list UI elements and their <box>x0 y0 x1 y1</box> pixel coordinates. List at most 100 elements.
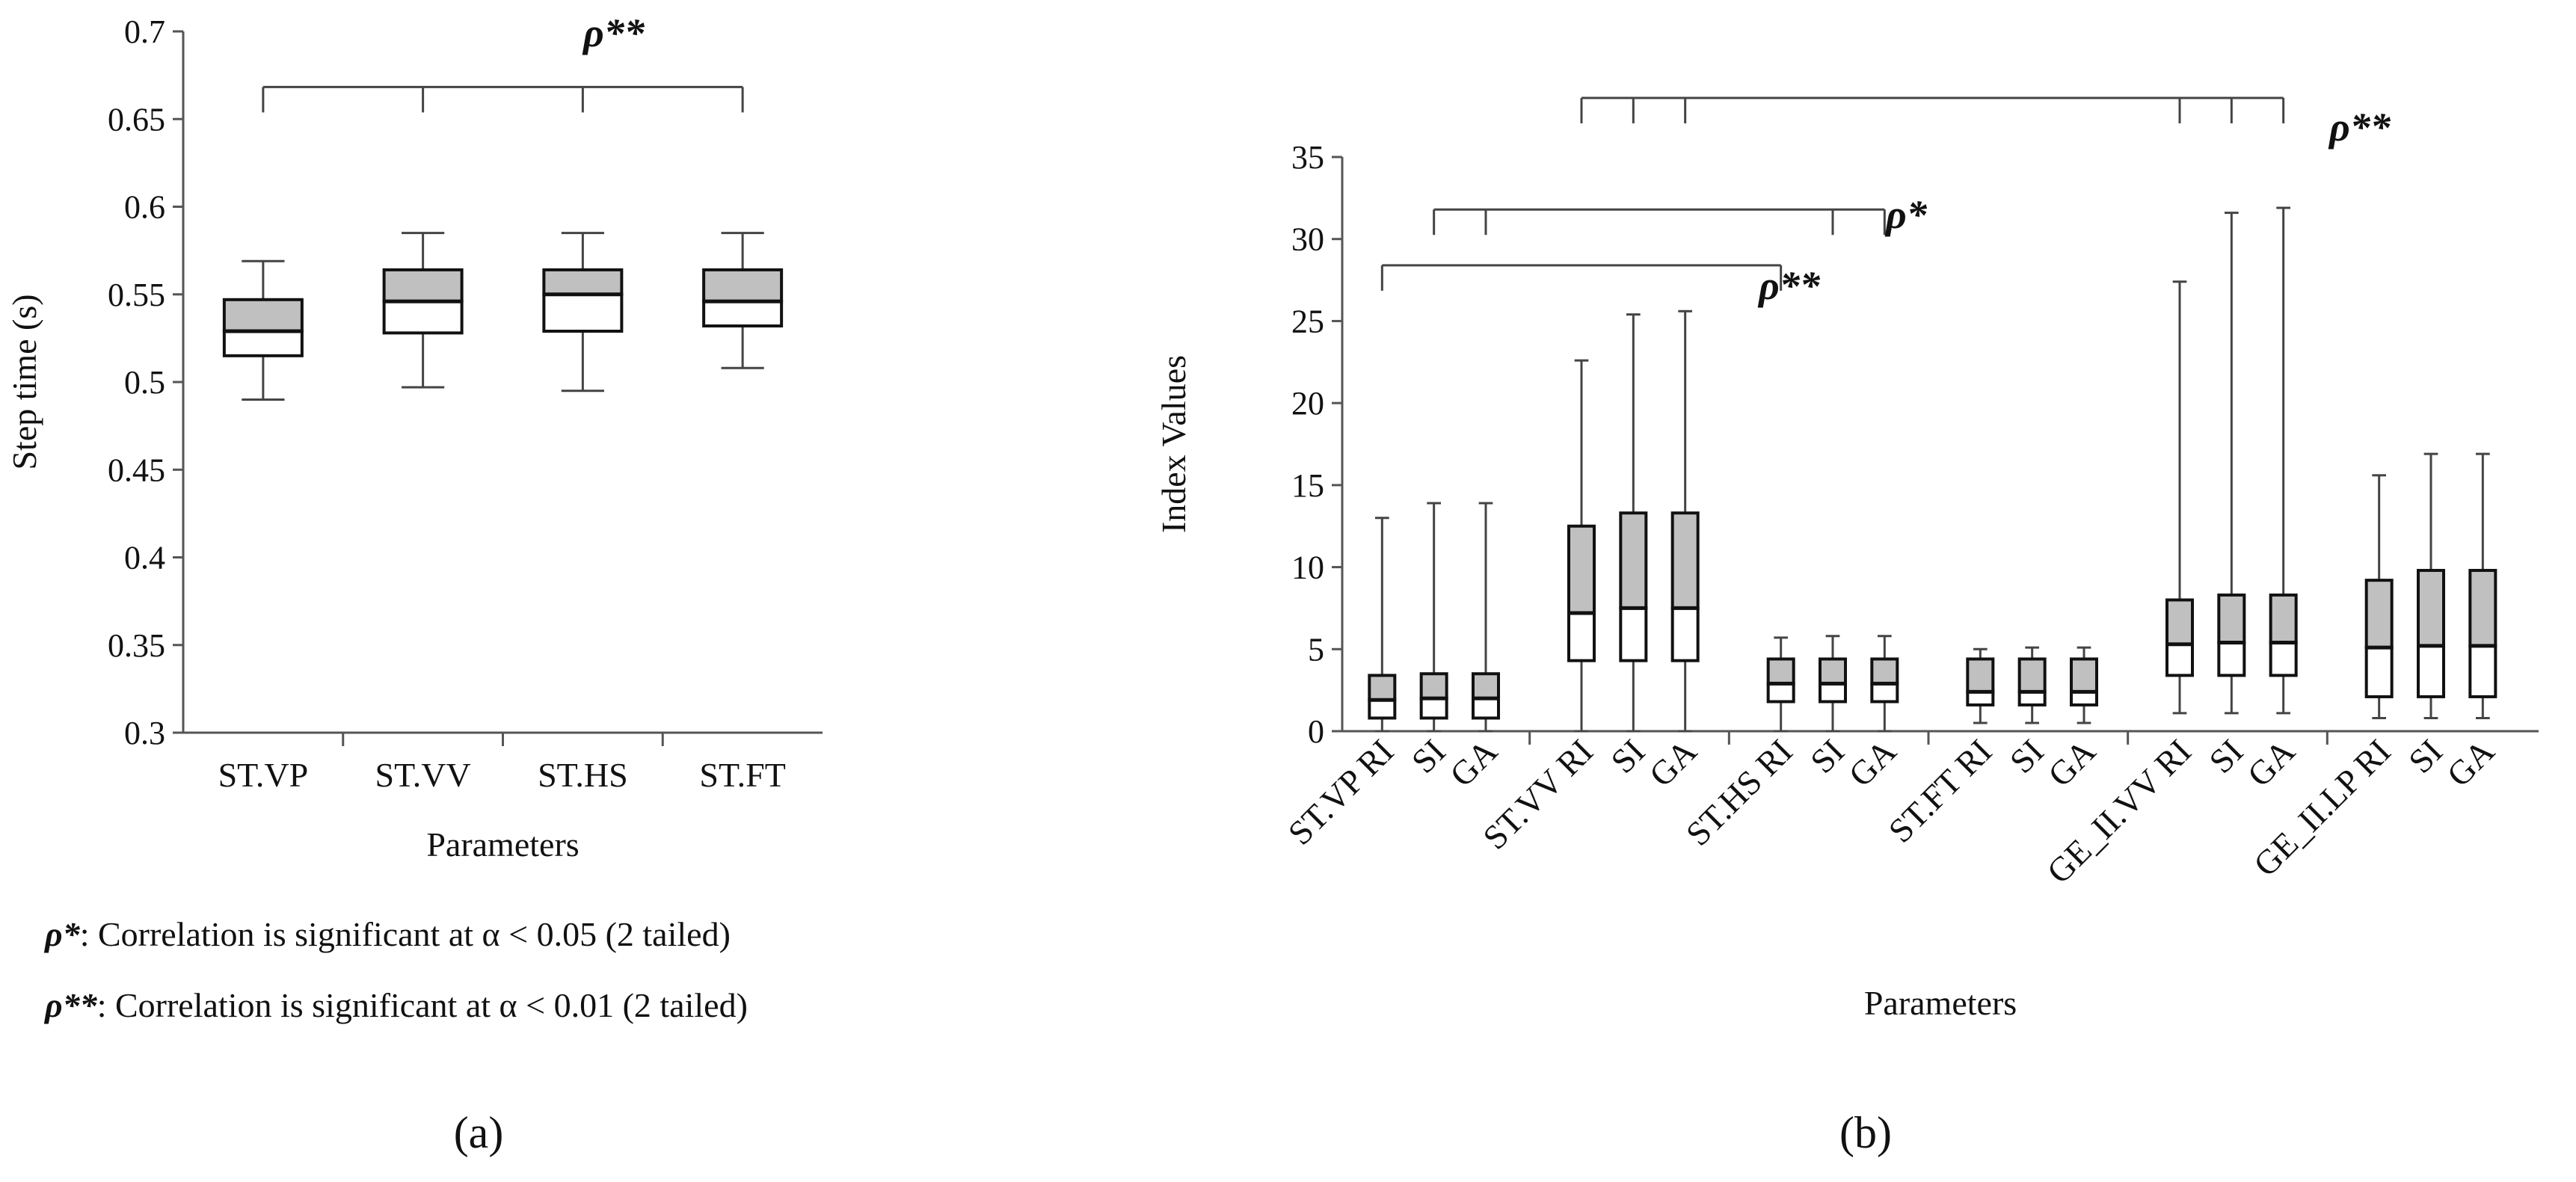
box-st-vp-ri-upper-box <box>1368 674 1397 702</box>
box-st-vv-lower-box <box>382 300 464 335</box>
x-tick-label-ga: GA <box>1442 732 1504 794</box>
box-st-vp-ga-upper-box <box>1472 672 1500 701</box>
x-axis-title: Parameters <box>1864 984 2017 1022</box>
box-ge-ii-vv-ri-upper-box <box>2165 598 2194 646</box>
x-tick-label-si: SI <box>1603 732 1652 781</box>
box-st-vv-si-lower-box <box>1619 606 1648 662</box>
box-st-ft-ga-upper-box <box>2070 657 2098 694</box>
x-tick-label-ga: GA <box>1841 732 1903 794</box>
legend-sig05-symbol: ρ* <box>43 915 81 953</box>
box-st-vv-ri-lower-box <box>1567 612 1596 662</box>
y-tick-label: 0.55 <box>108 277 165 313</box>
bracket-b-1-label: ρ* <box>1884 192 1928 237</box>
y-tick-label: 15 <box>1291 467 1324 504</box>
box-ge-ii-vv-si-lower-box <box>2217 641 2246 677</box>
y-tick-label: 0.3 <box>124 715 165 751</box>
box-st-ft-lower-box <box>702 300 784 327</box>
y-tick-label: 30 <box>1291 221 1324 258</box>
box-st-ft-ri-lower-box <box>1966 690 1995 707</box>
x-tick-label: ST.VV <box>375 756 471 794</box>
y-tick-label: 0 <box>1308 713 1324 750</box>
box-st-vp-lower-box <box>222 329 304 357</box>
box-st-hs-ri-lower-box <box>1766 682 1795 704</box>
box-st-vp-si-lower-box <box>1419 697 1448 720</box>
y-axis-title: Step time (s) <box>5 294 43 470</box>
x-tick-label-st-vp-ri: ST.VP RI <box>1281 732 1401 852</box>
box-ge-ii-lp-ri-lower-box <box>2364 646 2394 698</box>
chart-a: 0.3 0.35 0.4 0.45 0.5 0.55 0.6 0.65 0.7 ST.VP ST.V… <box>5 10 823 864</box>
x-tick-label-si: SI <box>2201 732 2250 781</box>
y-axis-title: Index Values <box>1155 355 1193 533</box>
y-tick-label: 0.65 <box>108 101 165 138</box>
box-ge-ii-vv-ga-lower-box <box>2269 641 2298 677</box>
box-st-ft-si-lower-box <box>2017 690 2047 707</box>
box-st-hs-ga-upper-box <box>1870 657 1899 686</box>
box-ge-ii-vv-si-upper-box <box>2217 593 2246 644</box>
x-tick-label-ga: GA <box>2439 732 2501 794</box>
box-st-ft-upper-box <box>702 268 784 304</box>
x-tick-label-si: SI <box>1803 732 1851 781</box>
y-tick-label: 0.35 <box>108 627 165 664</box>
caption-b-text: (b) <box>1839 1108 1892 1157</box>
x-tick-label-ga: GA <box>2041 732 2103 794</box>
caption-b: (b) <box>1839 1108 1892 1157</box>
bracket-b-2-label: ρ** <box>1757 263 1821 308</box>
box-st-ft-ga-lower-box <box>2070 690 2098 707</box>
box-st-vv-si-upper-box <box>1619 511 1648 610</box>
box-st-ft-ri-upper-box <box>1966 657 1995 694</box>
y-tick-label: 0.4 <box>124 540 165 576</box>
box-st-vv-upper-box <box>382 268 464 304</box>
y-tick-label: 0.7 <box>124 13 165 50</box>
legend-sig01-text: : Correlation is significant at α < 0.01… <box>97 986 748 1024</box>
box-st-vv-ga-lower-box <box>1670 606 1700 662</box>
bracket-b-0-label: ρ** <box>2328 105 2391 150</box>
box-ge-ii-lp-ri-upper-box <box>2364 579 2394 650</box>
x-tick-label-ga: GA <box>1642 732 1704 794</box>
box-st-vp-upper-box <box>222 298 304 333</box>
caption-a: (a) <box>454 1108 504 1157</box>
x-tick-label: ST.FT <box>699 756 785 794</box>
box-st-vv-ri-upper-box <box>1567 524 1596 615</box>
y-tick-label: 0.45 <box>108 452 165 488</box>
caption-a-text: (a) <box>454 1108 504 1157</box>
box-st-vp-ri-lower-box <box>1368 698 1397 720</box>
box-ge-ii-lp-si-lower-box <box>2417 644 2445 698</box>
box-st-hs-ri-upper-box <box>1766 657 1795 686</box>
legend-sig05-text: : Correlation is significant at α < 0.05… <box>80 915 731 953</box>
x-axis-title: Parameters <box>426 825 579 864</box>
y-tick-label: 20 <box>1291 385 1324 422</box>
box-st-vp-si-upper-box <box>1419 672 1448 701</box>
box-st-hs-ga-lower-box <box>1870 682 1899 704</box>
bracket-a-label: ρ** <box>582 10 645 55</box>
y-tick-label: 35 <box>1291 139 1324 176</box>
box-ge-ii-vv-ri-lower-box <box>2165 642 2194 677</box>
legend-sig01-symbol: ρ** <box>43 986 98 1024</box>
x-tick-label-st-hs-ri: ST.HS RI <box>1679 732 1800 853</box>
box-st-hs-lower-box <box>542 292 624 333</box>
y-tick-label: 0.6 <box>124 189 165 226</box>
y-tick-label: 25 <box>1291 303 1324 339</box>
box-ge-ii-lp-ga-upper-box <box>2468 568 2497 647</box>
x-tick-label-ga: GA <box>2240 732 2302 794</box>
x-tick-label-si: SI <box>1404 732 1453 781</box>
box-st-hs-si-upper-box <box>1819 657 1847 686</box>
box-ge-ii-lp-si-upper-box <box>2417 568 2445 647</box>
box-st-vv-ga-upper-box <box>1670 511 1700 610</box>
x-tick-label-st-ft-ri: ST.FT RI <box>1881 732 1999 850</box>
box-st-vp-ga-lower-box <box>1472 697 1500 720</box>
box-ge-ii-vv-ga-upper-box <box>2269 593 2298 644</box>
y-tick-label: 0.5 <box>124 364 165 401</box>
box-st-ft-si-upper-box <box>2017 657 2047 694</box>
x-tick-label-si: SI <box>2002 732 2051 781</box>
significance-legend: ρ*: Correlation is significant at α < 0.… <box>43 915 748 1024</box>
box-st-hs-si-lower-box <box>1819 682 1847 704</box>
x-tick-label: ST.VP <box>218 756 309 794</box>
x-tick-label: ST.HS <box>538 756 628 794</box>
legend-sig05: ρ*: Correlation is significant at α < 0.… <box>43 915 731 953</box>
box-ge-ii-lp-ga-lower-box <box>2468 644 2497 698</box>
box-st-hs-upper-box <box>542 268 624 296</box>
y-tick-label: 10 <box>1291 550 1324 586</box>
y-tick-label: 5 <box>1308 631 1324 668</box>
